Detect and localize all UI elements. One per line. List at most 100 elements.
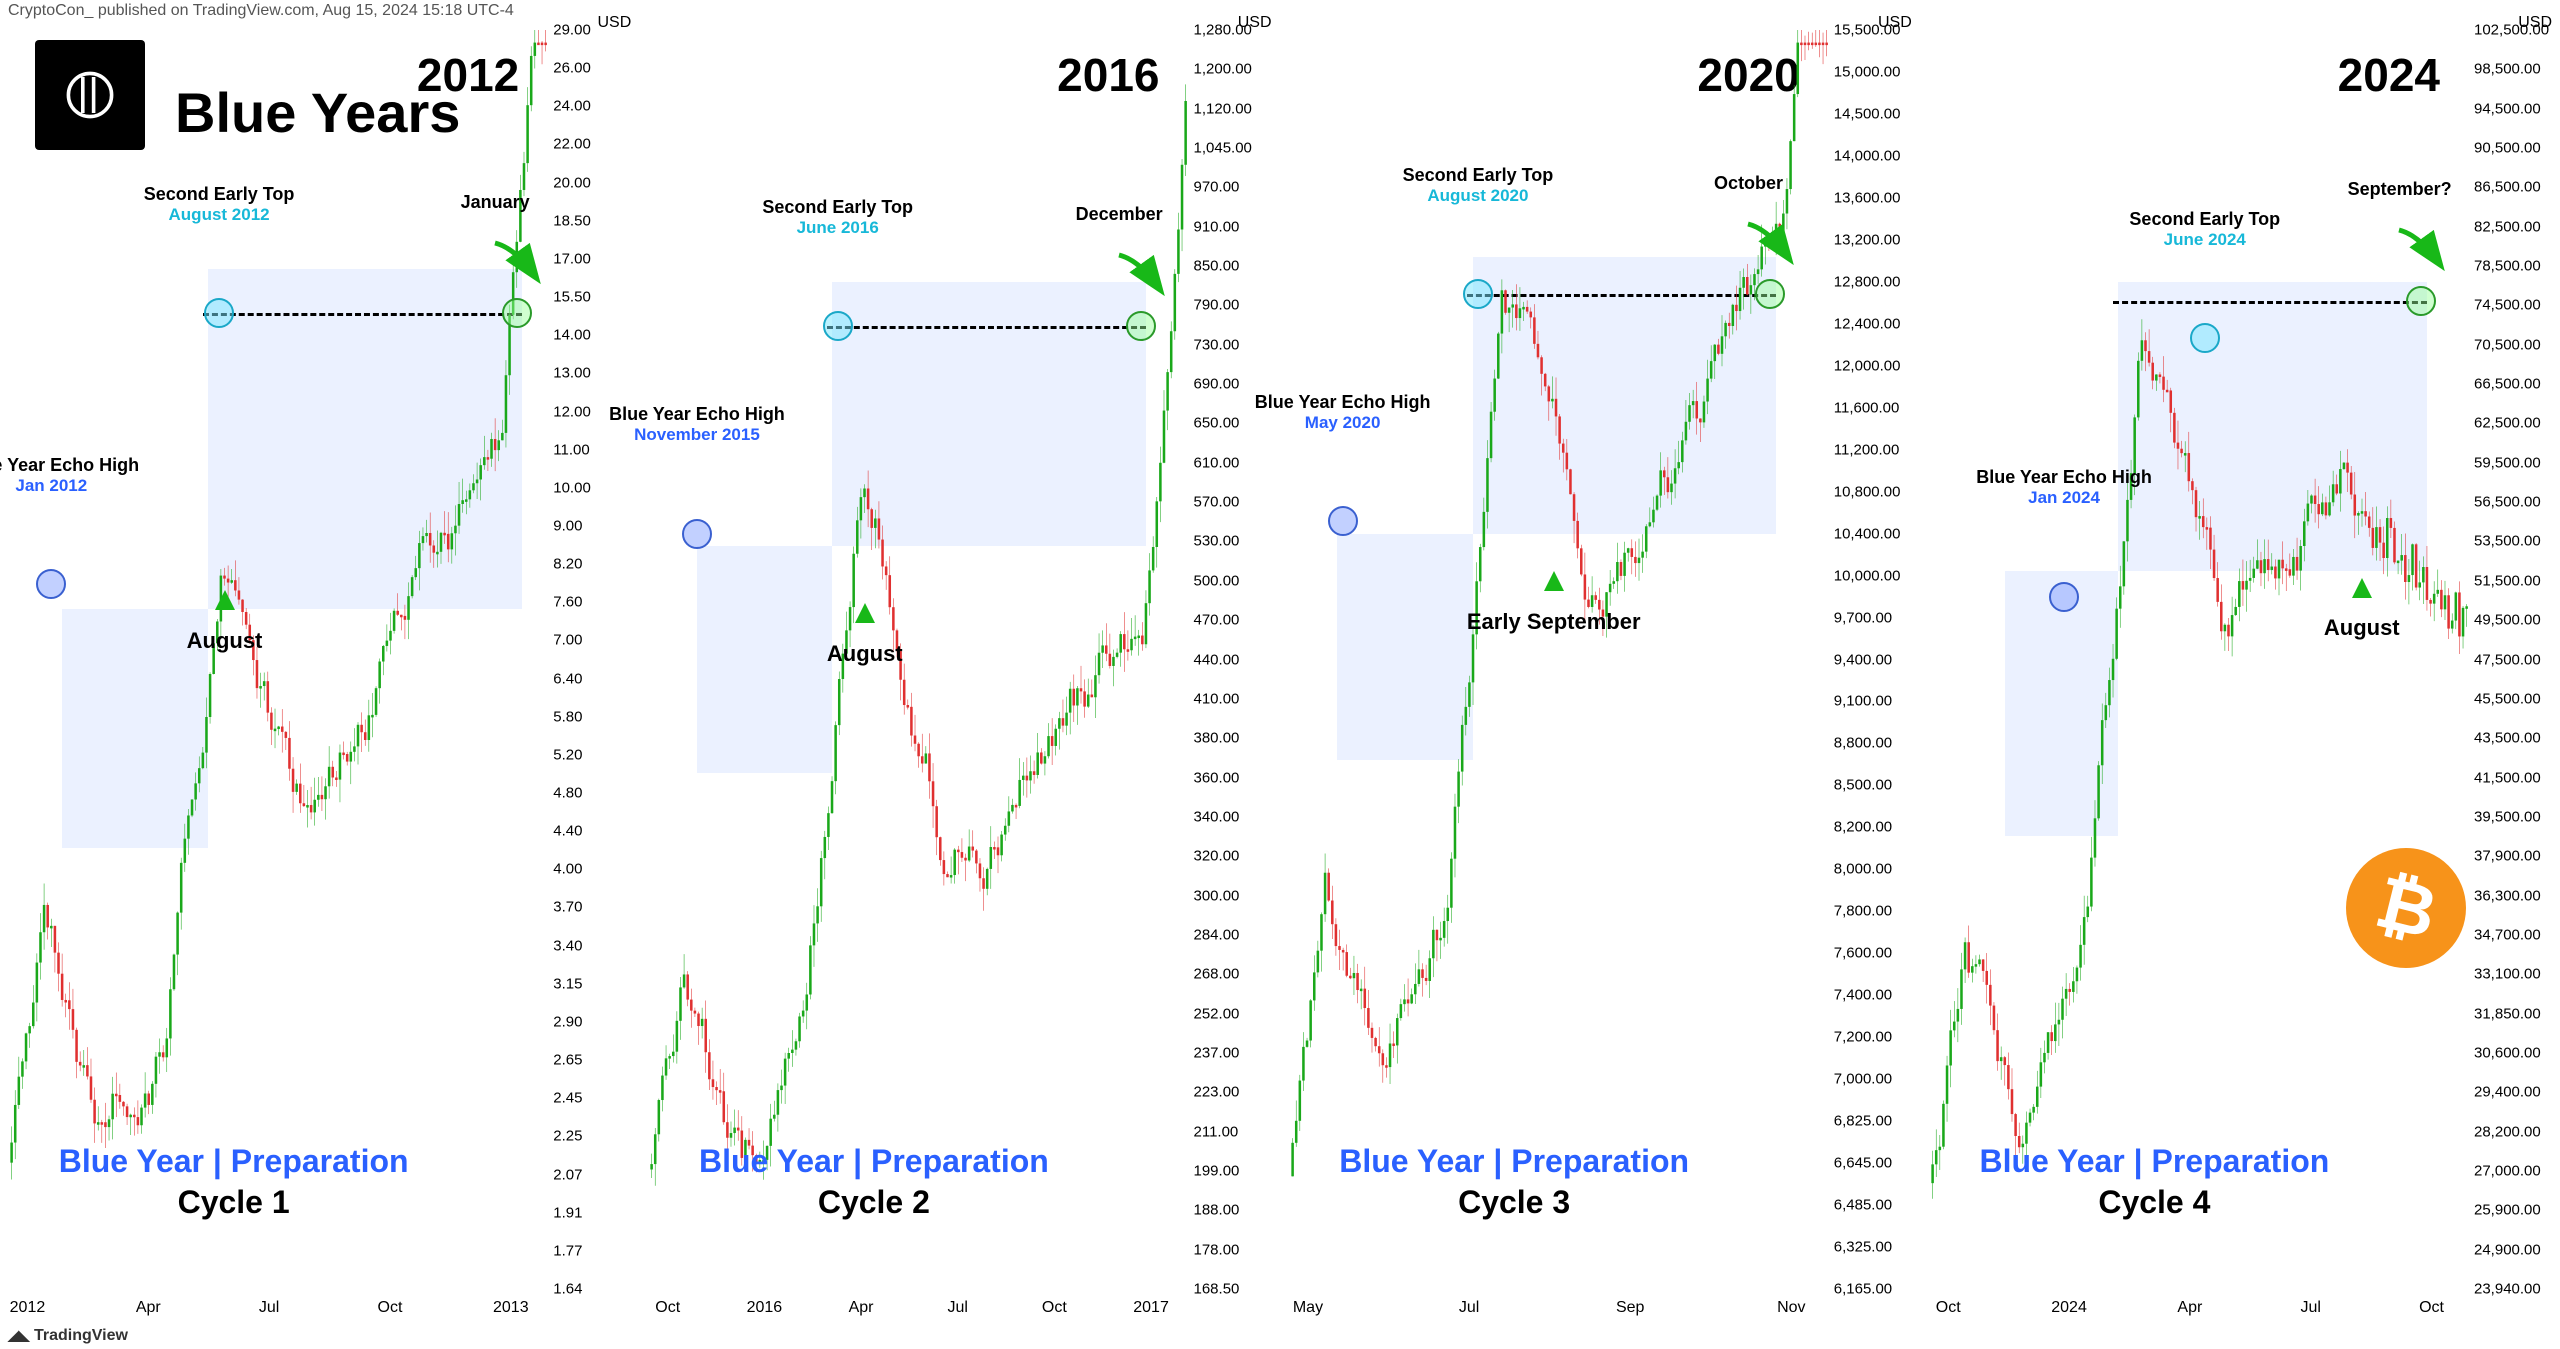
y-tick: 27,000.00	[2474, 1162, 2541, 1179]
x-tick: Apr	[2177, 1299, 2202, 1317]
green-diagonal-arrow-icon	[2394, 225, 2454, 275]
y-tick: 33,100.00	[2474, 966, 2541, 983]
y-tick: 2.45	[553, 1090, 582, 1107]
y-tick: 22.00	[553, 136, 591, 153]
y-tick: 570.00	[1194, 494, 1240, 511]
y-tick: 11,200.00	[1834, 441, 1900, 458]
cyan-annotation: Second Early TopJune 2024	[2129, 209, 2280, 250]
y-tick: 970.00	[1194, 179, 1240, 196]
y-tick: 29,400.00	[2474, 1084, 2541, 1101]
y-tick: 49,500.00	[2474, 612, 2541, 629]
y-tick: 8,500.00	[1834, 777, 1892, 794]
y-tick: 20.00	[553, 174, 591, 191]
y-tick: 12.00	[553, 403, 591, 420]
x-tick: Sep	[1616, 1299, 1644, 1317]
y-tick: 410.00	[1194, 690, 1240, 707]
x-axis: Oct2024AprJulOct	[1921, 1299, 2470, 1329]
x-tick: Oct	[655, 1299, 680, 1317]
x-tick: Jul	[2300, 1299, 2320, 1317]
y-tick: 252.00	[1194, 1005, 1240, 1022]
cycle-title: Blue Year | PreparationCycle 3	[1289, 1143, 1740, 1221]
y-tick: 1.64	[553, 1281, 582, 1298]
y-tick: 3.15	[553, 975, 582, 992]
y-tick: 41,500.00	[2474, 769, 2541, 786]
y-tick: 30,600.00	[2474, 1044, 2541, 1061]
y-tick: 530.00	[1194, 533, 1240, 550]
y-tick: 12,000.00	[1834, 357, 1901, 374]
tradingview-footer: ◢◣ TradingView	[8, 1327, 128, 1345]
blue-annotation: Blue Year Echo HighMay 2020	[1255, 392, 1431, 433]
green-up-arrow-icon	[1544, 571, 1564, 591]
y-tick: 690.00	[1194, 376, 1240, 393]
y-tick: 268.00	[1194, 966, 1240, 983]
y-tick: 13,600.00	[1834, 189, 1901, 206]
y-tick: 24,900.00	[2474, 1241, 2541, 1258]
x-tick: 2016	[747, 1299, 783, 1317]
y-tick: 7.00	[553, 632, 582, 649]
green-diagonal-arrow-icon	[1743, 219, 1803, 269]
blue-circle-marker	[2049, 582, 2079, 612]
breakout-month-label: January	[461, 192, 530, 213]
breakout-month-label: December	[1076, 204, 1163, 225]
y-tick: 237.00	[1194, 1044, 1240, 1061]
y-tick: 37,900.00	[2474, 848, 2541, 865]
y-axis: 29.0026.0024.0022.0020.0018.5017.0015.50…	[549, 30, 639, 1289]
y-tick: 650.00	[1194, 415, 1240, 432]
y-tick: 102,500.00	[2474, 22, 2549, 39]
breakout-month-label: October	[1714, 173, 1783, 194]
green-circle-marker	[1755, 279, 1785, 309]
y-tick: 3.70	[553, 899, 582, 916]
green-circle-marker	[502, 298, 532, 328]
y-tick: 7,200.00	[1834, 1029, 1892, 1046]
y-tick: 284.00	[1194, 926, 1240, 943]
y-tick: 10.00	[553, 479, 591, 496]
y-tick: 45,500.00	[2474, 690, 2541, 707]
y-tick: 14.00	[553, 327, 591, 344]
y-tick: 360.00	[1194, 769, 1240, 786]
chart-area: Blue Year Echo HighJan 2024Second Early …	[1929, 30, 2470, 1289]
y-tick: 1,045.00	[1194, 140, 1252, 157]
green-up-arrow-icon	[855, 603, 875, 623]
y-tick: 1.77	[553, 1242, 582, 1259]
low-month-label: August	[2324, 615, 2400, 641]
y-tick: 14,000.00	[1834, 147, 1901, 164]
x-tick: Jul	[1459, 1299, 1479, 1317]
y-axis: 15,500.0015,000.0014,500.0014,000.0013,6…	[1830, 30, 1920, 1289]
y-tick: 47,500.00	[2474, 651, 2541, 668]
y-tick: 7,600.00	[1834, 945, 1892, 962]
chart-area: Blue Year Echo HighNovember 2015Second E…	[648, 30, 1189, 1289]
breakout-month-label: September?	[2348, 179, 2452, 200]
x-axis: 2012AprJulOct2013	[0, 1299, 549, 1329]
x-tick: 2017	[1133, 1299, 1169, 1317]
y-tick: 17.00	[553, 250, 591, 267]
y-tick: 188.00	[1194, 1202, 1240, 1219]
cycle-title: Blue Year | PreparationCycle 1	[8, 1143, 459, 1221]
y-tick: 74,500.00	[2474, 297, 2541, 314]
y-tick: 6,325.00	[1834, 1239, 1892, 1256]
y-tick: 94,500.00	[2474, 100, 2541, 117]
y-tick: 4.40	[553, 823, 582, 840]
y-tick: 168.50	[1194, 1281, 1240, 1298]
y-tick: 34,700.00	[2474, 926, 2541, 943]
y-tick: 790.00	[1194, 297, 1240, 314]
y-tick: 211.00	[1194, 1123, 1239, 1140]
y-tick: 43,500.00	[2474, 730, 2541, 747]
y-tick: 7.60	[553, 594, 582, 611]
blue-annotation: Blue Year Echo HighJan 2012	[0, 455, 139, 496]
y-tick: 6,825.00	[1834, 1113, 1892, 1130]
x-tick: Oct	[2419, 1299, 2444, 1317]
y-tick: 910.00	[1194, 218, 1240, 235]
x-tick: Oct	[1042, 1299, 1067, 1317]
x-tick: Jul	[947, 1299, 967, 1317]
y-tick: 12,800.00	[1834, 273, 1901, 290]
y-tick: 29.00	[553, 22, 591, 39]
y-tick: 320.00	[1194, 848, 1240, 865]
y-tick: 36,300.00	[2474, 887, 2541, 904]
y-tick: 7,000.00	[1834, 1071, 1892, 1088]
y-tick: 82,500.00	[2474, 218, 2541, 235]
y-tick: 8,800.00	[1834, 735, 1892, 752]
y-tick: 1,200.00	[1194, 61, 1252, 78]
y-axis: 1,280.001,200.001,120.001,045.00970.0091…	[1190, 30, 1280, 1289]
y-tick: 500.00	[1194, 572, 1240, 589]
panel-2012: 2012USD29.0026.0024.0022.0020.0018.5017.…	[0, 0, 639, 1349]
